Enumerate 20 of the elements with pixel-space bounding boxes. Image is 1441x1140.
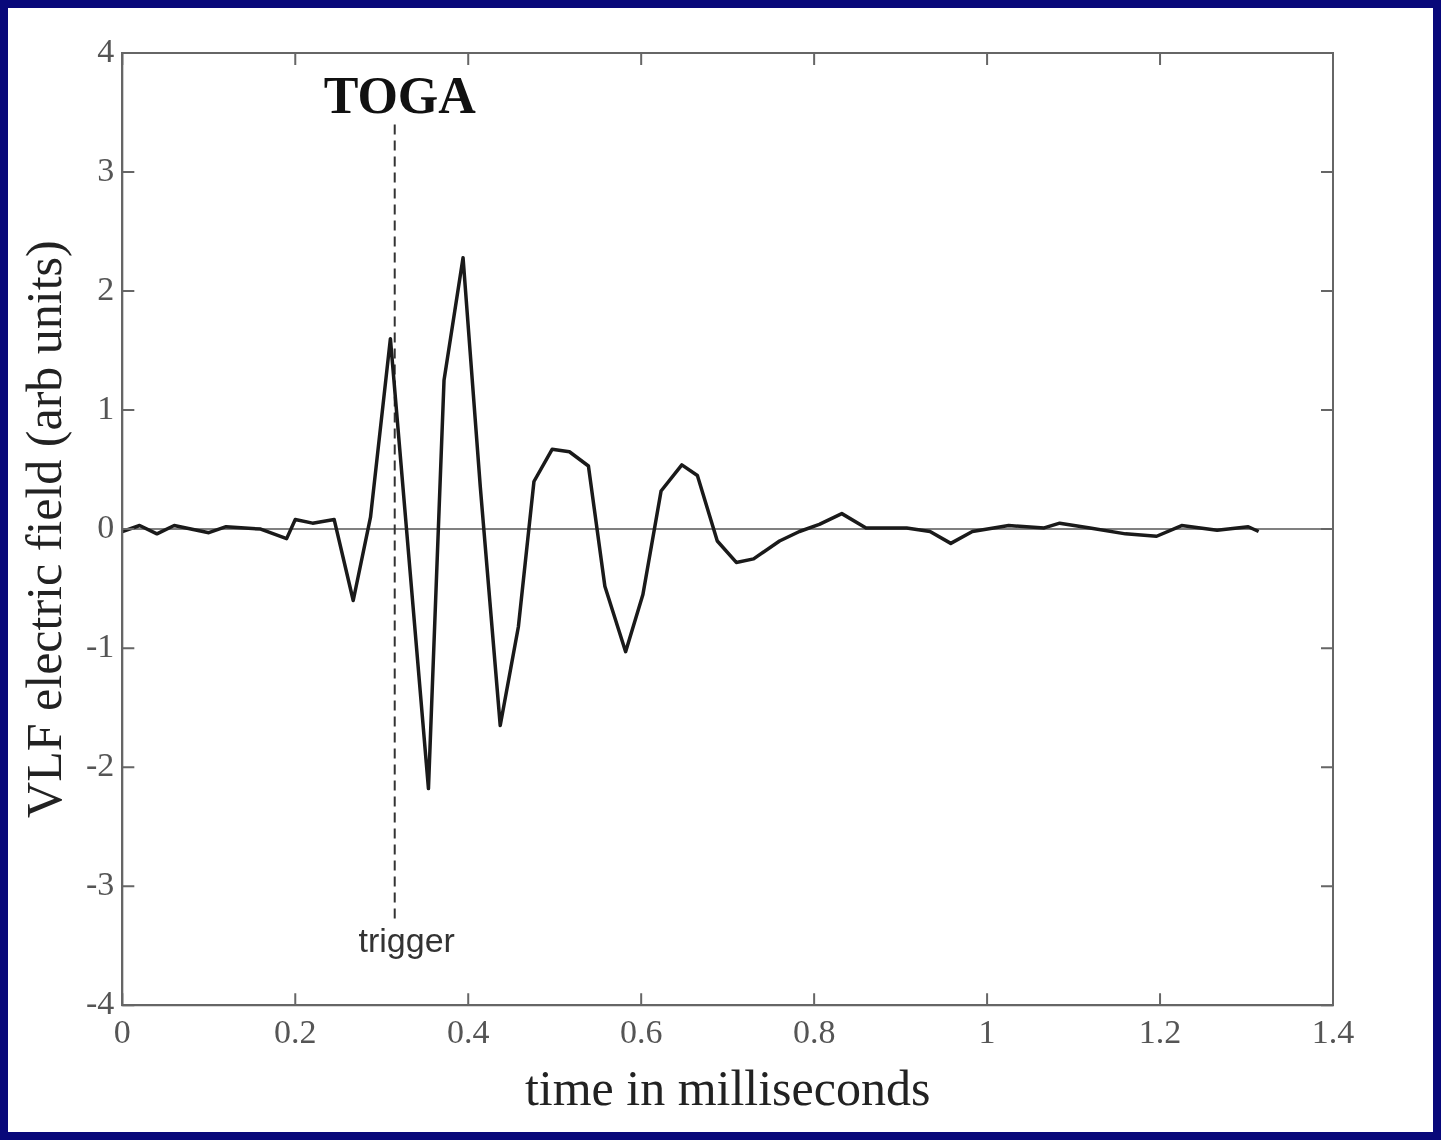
annotation: TOGA xyxy=(323,67,477,124)
y-tick-label: -1 xyxy=(85,627,115,665)
y-tick-label: -3 xyxy=(85,865,115,903)
x-tick-label: 0.6 xyxy=(619,1012,663,1050)
y-tick-label: 4 xyxy=(97,31,115,69)
ref-line-label: trigger xyxy=(358,921,455,960)
x-tick-label: 1 xyxy=(978,1012,996,1050)
y-tick-label: 1 xyxy=(97,389,115,426)
y-tick-label: -2 xyxy=(85,746,115,784)
y-tick-label: 0 xyxy=(97,508,115,546)
x-tick-label: 0.2 xyxy=(274,1012,317,1050)
x-tick-label: 1.4 xyxy=(1311,1012,1355,1050)
x-tick-label: 0.8 xyxy=(792,1012,836,1050)
y-axis-title: VLF electric field (arb units) xyxy=(16,240,73,818)
y-tick-label: 3 xyxy=(97,150,115,188)
y-tick-label: -4 xyxy=(85,984,115,1022)
x-tick-label: 0.4 xyxy=(446,1012,490,1050)
x-tick-label: 1.2 xyxy=(1138,1012,1182,1050)
x-axis-title: time in milliseconds xyxy=(524,1060,931,1117)
y-tick-label: 2 xyxy=(97,269,115,307)
